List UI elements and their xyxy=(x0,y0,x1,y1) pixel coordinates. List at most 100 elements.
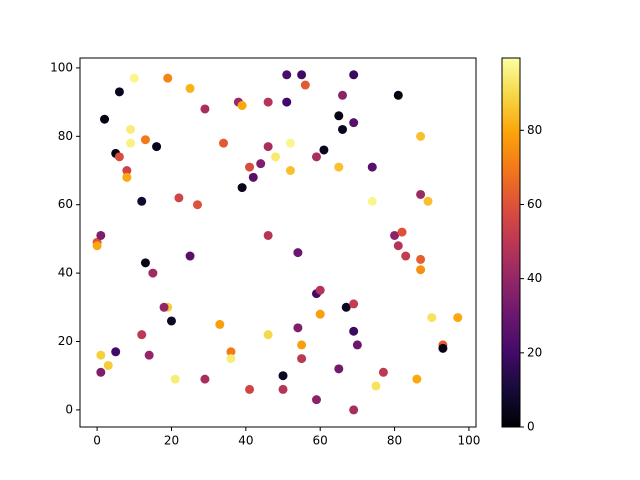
y-tick-label: 60 xyxy=(58,197,73,211)
point xyxy=(152,142,162,152)
point xyxy=(393,241,403,251)
point xyxy=(215,319,225,329)
point xyxy=(245,384,255,394)
point xyxy=(163,73,173,83)
point xyxy=(96,230,106,240)
point xyxy=(297,340,307,350)
x-tick-label: 100 xyxy=(457,434,480,448)
point xyxy=(159,302,169,312)
point xyxy=(285,166,295,176)
point xyxy=(226,347,236,357)
point xyxy=(256,159,266,169)
point xyxy=(237,183,247,193)
point xyxy=(349,299,359,309)
point xyxy=(427,313,437,323)
point xyxy=(200,374,210,384)
point xyxy=(263,230,273,240)
point xyxy=(315,309,325,319)
colorbar-tick-label: 40 xyxy=(527,271,542,285)
colorbar-tick-label: 20 xyxy=(527,345,542,359)
point xyxy=(338,124,348,134)
point xyxy=(166,316,176,326)
point xyxy=(263,330,273,340)
point xyxy=(367,162,377,172)
point xyxy=(416,265,426,275)
point xyxy=(96,367,106,377)
colorbar-tick-label: 80 xyxy=(527,123,542,137)
point xyxy=(341,302,351,312)
point xyxy=(140,135,150,145)
point xyxy=(453,313,463,323)
y-tick-label: 0 xyxy=(65,402,73,416)
point xyxy=(423,196,433,206)
y-tick-label: 80 xyxy=(58,129,73,143)
point xyxy=(319,145,329,155)
x-tick-label: 40 xyxy=(238,434,253,448)
point xyxy=(315,285,325,295)
y-tick-label: 20 xyxy=(58,334,73,348)
x-tick-label: 80 xyxy=(387,434,402,448)
point xyxy=(226,354,236,364)
x-tick-label: 0 xyxy=(93,434,101,448)
point xyxy=(334,364,344,374)
point xyxy=(122,166,132,176)
y-tick-label: 100 xyxy=(50,60,73,74)
colorbar xyxy=(501,57,521,428)
point xyxy=(248,172,258,182)
point xyxy=(352,340,362,350)
x-tick-label: 20 xyxy=(164,434,179,448)
colorbar-tick-label: 0 xyxy=(527,420,535,434)
point xyxy=(263,97,273,107)
point xyxy=(96,350,106,360)
point xyxy=(122,172,132,182)
point xyxy=(412,374,422,384)
point xyxy=(219,138,229,148)
point xyxy=(111,347,121,357)
point xyxy=(129,73,139,83)
point xyxy=(126,138,136,148)
axes-frame xyxy=(79,57,477,428)
point xyxy=(378,367,388,377)
point xyxy=(349,326,359,336)
point xyxy=(126,124,136,134)
point xyxy=(278,384,288,394)
point xyxy=(185,83,195,93)
x-tick-label: 60 xyxy=(313,434,328,448)
point xyxy=(114,152,124,162)
point xyxy=(103,360,113,370)
point xyxy=(401,251,411,261)
point xyxy=(397,227,407,237)
point xyxy=(338,90,348,100)
point xyxy=(300,80,310,90)
point xyxy=(278,371,288,381)
point xyxy=(140,258,150,268)
point xyxy=(393,90,403,100)
point xyxy=(293,248,303,258)
point xyxy=(174,193,184,203)
point xyxy=(114,87,124,97)
point xyxy=(390,230,400,240)
point xyxy=(282,70,292,80)
point xyxy=(438,343,448,353)
point xyxy=(100,114,110,124)
point xyxy=(200,104,210,114)
point xyxy=(137,196,147,206)
point xyxy=(311,152,321,162)
point xyxy=(170,374,180,384)
point xyxy=(349,405,359,415)
point xyxy=(349,70,359,80)
colorbar-tick-label: 60 xyxy=(527,197,542,211)
point xyxy=(297,354,307,364)
point xyxy=(282,97,292,107)
point xyxy=(367,196,377,206)
point xyxy=(192,200,202,210)
point xyxy=(144,350,154,360)
point xyxy=(349,118,359,128)
point xyxy=(416,131,426,141)
point xyxy=(285,138,295,148)
point xyxy=(148,268,158,278)
point xyxy=(293,323,303,333)
point xyxy=(92,241,102,251)
point xyxy=(185,251,195,261)
point xyxy=(263,142,273,152)
